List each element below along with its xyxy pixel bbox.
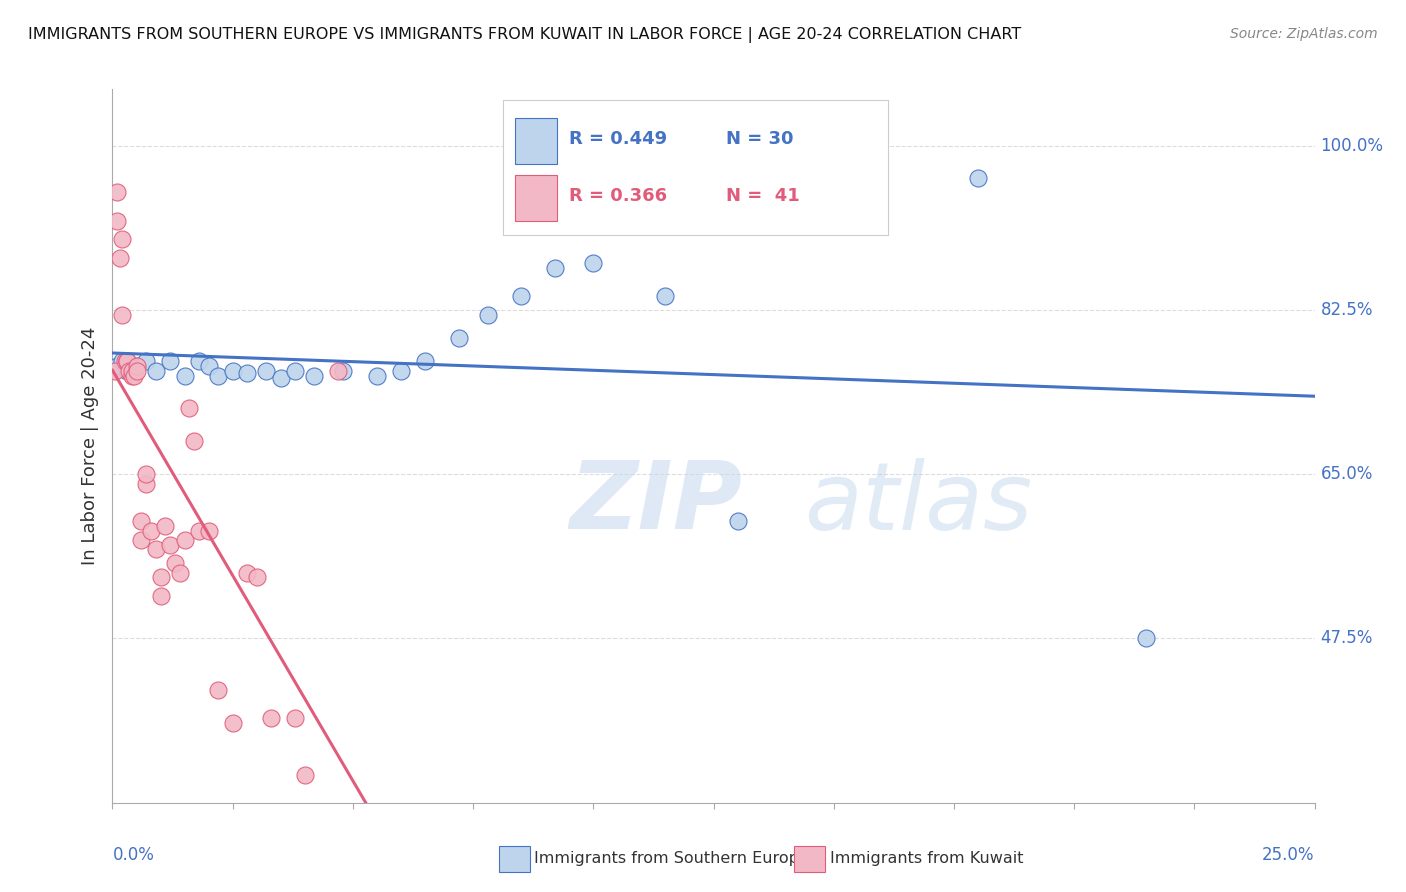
Text: ZIP: ZIP	[569, 457, 742, 549]
FancyBboxPatch shape	[515, 118, 557, 164]
FancyBboxPatch shape	[503, 100, 887, 235]
Point	[115, 354, 138, 368]
Point	[135, 476, 157, 491]
Point	[270, 371, 292, 385]
Point	[328, 364, 350, 378]
Text: 82.5%: 82.5%	[1320, 301, 1374, 318]
Point	[477, 308, 499, 322]
Text: R = 0.449: R = 0.449	[569, 130, 668, 148]
Point	[131, 533, 153, 547]
Point	[967, 171, 990, 186]
Point	[197, 524, 219, 538]
Point	[111, 308, 134, 322]
Point	[727, 514, 749, 528]
Point	[105, 213, 128, 227]
Point	[105, 186, 128, 200]
Text: N =  41: N = 41	[725, 187, 800, 205]
Point	[284, 711, 307, 725]
Point	[1135, 632, 1157, 646]
Point	[108, 251, 131, 265]
Point	[188, 354, 211, 368]
Point	[188, 524, 211, 538]
Point	[125, 359, 148, 374]
Point	[125, 364, 148, 378]
Point	[254, 364, 277, 378]
Point	[105, 359, 128, 374]
Point	[115, 364, 138, 378]
Point	[115, 354, 138, 368]
Point	[207, 368, 229, 383]
Point	[294, 767, 316, 781]
Point	[145, 364, 167, 378]
Point	[260, 711, 283, 725]
Text: 25.0%: 25.0%	[1263, 846, 1315, 863]
Point	[135, 467, 157, 482]
Point	[145, 542, 167, 557]
Point	[173, 533, 195, 547]
Point	[236, 366, 259, 380]
Point	[131, 514, 153, 528]
Point	[163, 557, 186, 571]
Point	[118, 364, 141, 378]
Point	[159, 354, 181, 368]
Point	[179, 401, 201, 416]
Text: N = 30: N = 30	[725, 130, 793, 148]
Point	[135, 354, 157, 368]
Y-axis label: In Labor Force | Age 20-24: In Labor Force | Age 20-24	[80, 326, 98, 566]
Point	[111, 232, 134, 246]
Text: Source: ZipAtlas.com: Source: ZipAtlas.com	[1230, 27, 1378, 41]
Text: 47.5%: 47.5%	[1320, 630, 1374, 648]
Point	[544, 260, 567, 275]
Point	[222, 716, 245, 731]
Text: 0.0%: 0.0%	[112, 846, 155, 863]
Point	[122, 368, 145, 383]
Point	[183, 434, 205, 449]
FancyBboxPatch shape	[515, 175, 557, 221]
Point	[155, 518, 177, 533]
Point	[149, 589, 172, 603]
Point	[654, 289, 676, 303]
Point	[304, 368, 326, 383]
Point	[173, 368, 195, 383]
Text: IMMIGRANTS FROM SOUTHERN EUROPE VS IMMIGRANTS FROM KUWAIT IN LABOR FORCE | AGE 2: IMMIGRANTS FROM SOUTHERN EUROPE VS IMMIG…	[28, 27, 1021, 43]
Point	[149, 570, 172, 584]
Point	[246, 570, 269, 584]
Point	[139, 524, 162, 538]
Point	[389, 364, 412, 378]
Point	[413, 354, 436, 368]
Point	[222, 364, 245, 378]
Text: Immigrants from Southern Europe: Immigrants from Southern Europe	[534, 852, 808, 866]
Text: Immigrants from Kuwait: Immigrants from Kuwait	[830, 852, 1024, 866]
Point	[121, 364, 143, 378]
Point	[104, 364, 127, 378]
Text: atlas: atlas	[804, 458, 1032, 549]
Point	[447, 331, 470, 345]
Point	[236, 566, 259, 580]
Text: R = 0.366: R = 0.366	[569, 187, 668, 205]
Point	[197, 359, 219, 374]
Text: 65.0%: 65.0%	[1320, 465, 1374, 483]
Point	[582, 256, 605, 270]
Text: 100.0%: 100.0%	[1320, 136, 1384, 154]
Point	[159, 538, 181, 552]
Point	[125, 359, 148, 374]
Point	[114, 354, 136, 368]
Point	[332, 364, 354, 378]
Point	[169, 566, 191, 580]
Point	[366, 368, 388, 383]
Point	[284, 364, 307, 378]
Point	[510, 289, 533, 303]
Point	[121, 368, 143, 383]
Point	[207, 683, 229, 698]
Point	[111, 354, 134, 368]
Point	[115, 354, 138, 368]
